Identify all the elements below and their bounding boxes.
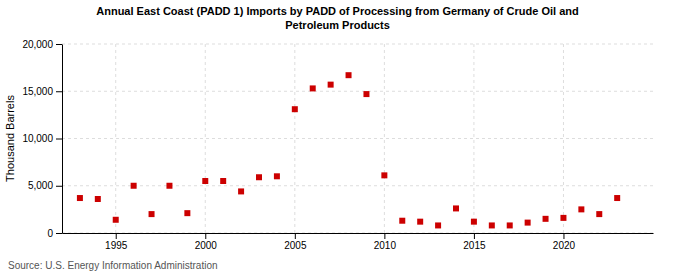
point <box>238 188 244 194</box>
tick-mark <box>56 186 62 187</box>
point <box>77 195 83 201</box>
tick-label: 2015 <box>463 240 486 251</box>
tick-mark <box>56 91 62 92</box>
point <box>399 218 405 224</box>
grid <box>62 44 653 233</box>
point <box>346 72 352 78</box>
y-axis: 0 5,000 10,000 15,000 20,000 <box>22 39 62 239</box>
grid-line <box>473 44 474 233</box>
tick-label: 0 <box>47 228 53 239</box>
point <box>256 174 262 180</box>
point <box>471 219 477 225</box>
point <box>507 222 513 228</box>
grid-line <box>62 44 653 45</box>
chart: 1995 2000 2005 2010 2015 2020 0 5,000 10,000 15,0… <box>0 0 675 275</box>
point <box>220 178 226 184</box>
tick-mark <box>56 44 62 45</box>
point <box>543 216 549 222</box>
point <box>202 178 208 184</box>
y-axis-label: Thousand Barrels <box>4 95 16 182</box>
grid-line <box>563 44 564 233</box>
tick-label: 20,000 <box>22 39 53 50</box>
point <box>95 196 101 202</box>
axis-line <box>63 233 654 234</box>
points <box>77 72 620 228</box>
tick: 10,000 <box>22 133 62 144</box>
tick-label: 2020 <box>553 240 576 251</box>
point <box>310 85 316 91</box>
tick-label: 2010 <box>374 240 397 251</box>
point <box>131 183 137 189</box>
tick: 2010 <box>374 233 397 251</box>
grid-line <box>62 138 653 139</box>
grid-line <box>205 44 206 233</box>
point <box>560 215 566 221</box>
tick-label: 5,000 <box>28 180 53 191</box>
plot-area: 1995 2000 2005 2010 2015 2020 0 5,000 10,000 15,0… <box>22 39 653 251</box>
tick-label: 2005 <box>284 240 307 251</box>
title: Annual East Coast (PADD 1) Imports by PA… <box>96 5 578 31</box>
point <box>614 195 620 201</box>
tick: 2015 <box>463 233 486 251</box>
tick: 20,000 <box>22 39 62 50</box>
tick: 2000 <box>195 233 218 251</box>
point <box>525 220 531 226</box>
point <box>381 172 387 178</box>
tick: 2005 <box>284 233 307 251</box>
point <box>453 205 459 211</box>
grid-line <box>384 44 385 233</box>
tick-mark <box>116 233 117 239</box>
tick-mark <box>295 233 296 239</box>
tick: 0 <box>47 228 62 239</box>
tick-label: 15,000 <box>22 86 53 97</box>
point <box>292 106 298 112</box>
tick-mark <box>384 233 385 239</box>
point <box>328 82 334 88</box>
tick-label: 10,000 <box>22 133 53 144</box>
source: Source: U.S. Energy Information Administ… <box>8 260 218 271</box>
grid-line <box>62 185 653 186</box>
tick-mark <box>563 233 564 239</box>
point <box>166 183 172 189</box>
tick: 1995 <box>105 233 128 251</box>
grid-line <box>62 91 653 92</box>
tick-mark <box>56 233 62 234</box>
point <box>184 210 190 216</box>
point <box>417 219 423 225</box>
point <box>113 217 119 223</box>
tick: 2020 <box>553 233 576 251</box>
point <box>274 173 280 179</box>
point <box>596 211 602 217</box>
tick: 5,000 <box>28 180 62 191</box>
tick-mark <box>205 233 206 239</box>
axis-line <box>62 45 63 234</box>
x-axis: 1995 2000 2005 2010 2015 2020 <box>63 233 654 251</box>
point <box>489 222 495 228</box>
point <box>578 206 584 212</box>
grid-line <box>294 44 295 233</box>
point <box>435 222 441 228</box>
point <box>149 211 155 217</box>
tick-mark <box>56 139 62 140</box>
tick: 15,000 <box>22 86 62 97</box>
tick-label: 1995 <box>105 240 128 251</box>
tick-label: 2000 <box>195 240 218 251</box>
point <box>363 91 369 97</box>
tick-mark <box>474 233 475 239</box>
